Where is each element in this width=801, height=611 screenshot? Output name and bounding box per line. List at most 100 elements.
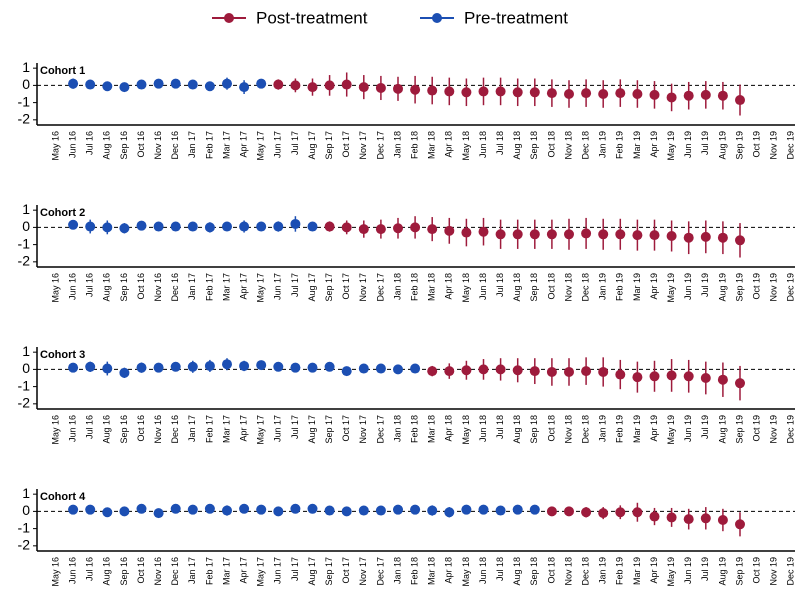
point (239, 221, 250, 232)
panel: 10-1 -2 May 16 Jun 16 Jul 16 Aug 16 Sep 16 Oct … (18, 343, 796, 445)
x-tick-label: Aug 16 (102, 273, 112, 302)
x-tick-label: Dec 17 (375, 415, 385, 444)
x-tick-label: Apr 19 (649, 415, 659, 442)
point (375, 505, 386, 516)
point (615, 507, 626, 518)
point (546, 366, 557, 377)
x-tick-label: Nov 16 (153, 557, 163, 586)
point (632, 230, 643, 241)
x-tick-label: Nov 18 (563, 131, 573, 160)
point (102, 222, 113, 233)
point (700, 373, 711, 383)
point (170, 78, 181, 89)
x-tick-label: Feb 19 (615, 557, 625, 585)
x-tick-label: Sep 17 (324, 415, 334, 444)
x-tick-label: Jun 19 (683, 415, 693, 442)
point (683, 232, 694, 243)
x-tick-label: Jan 19 (598, 415, 608, 442)
point (546, 229, 557, 240)
point (204, 360, 215, 371)
x-tick-label: Mar 17 (221, 273, 231, 301)
point (717, 515, 728, 525)
point (256, 78, 267, 89)
x-tick-label: Oct 18 (546, 415, 556, 442)
x-tick-label: Nov 16 (153, 131, 163, 160)
x-tick-label: Jun 18 (478, 273, 488, 300)
y-tick-label: 0 (22, 502, 30, 518)
x-tick-label: Sep 19 (734, 557, 744, 586)
x-tick-label: Apr 17 (238, 557, 248, 584)
point (187, 361, 198, 372)
x-tick-label: Oct 19 (751, 273, 761, 300)
x-tick-label: Sep 18 (529, 557, 539, 586)
point (324, 221, 335, 232)
point (222, 505, 232, 516)
point (358, 363, 369, 374)
x-tick-label: Nov 19 (769, 131, 779, 160)
x-tick-label: Oct 19 (751, 557, 761, 584)
x-tick-label: Feb 19 (615, 415, 625, 443)
x-tick-label: Jan 19 (598, 273, 608, 300)
x-tick-label: Jan 18 (392, 415, 402, 442)
y-tick-label: -2 (18, 253, 31, 269)
x-tick-label: Mar 17 (221, 415, 231, 443)
point (375, 224, 386, 235)
x-tick-label: Feb 17 (204, 415, 214, 443)
x-tick-label: Apr 18 (444, 415, 454, 442)
point (136, 220, 147, 231)
point (273, 361, 284, 372)
point (256, 360, 267, 371)
x-tick-label: Dec 18 (580, 273, 590, 302)
x-tick-label: May 17 (256, 557, 266, 587)
panel-title: Cohort 3 (40, 349, 85, 361)
x-tick-label: Jun 18 (478, 131, 488, 158)
point (85, 361, 96, 372)
point (683, 514, 694, 525)
point (341, 506, 352, 517)
x-tick-label: May 19 (666, 415, 676, 445)
panel: 10-1 -2 May 16 Jun 16 Jul 16 Aug 16 Sep 16 Oct … (18, 201, 796, 303)
point (461, 365, 472, 376)
x-tick-label: Apr 18 (444, 131, 454, 158)
point (495, 86, 506, 97)
point (119, 506, 130, 517)
x-tick-label: Jul 19 (700, 557, 710, 581)
point (512, 229, 523, 240)
x-tick-label: Mar 19 (632, 131, 642, 159)
point (717, 90, 728, 101)
point (239, 503, 250, 514)
x-tick-label: Sep 17 (324, 557, 334, 586)
x-tick-label: Mar 17 (221, 557, 231, 585)
point (256, 504, 267, 515)
point (239, 82, 250, 93)
point (136, 362, 147, 373)
x-tick-label: Dec 16 (170, 131, 180, 160)
point (735, 519, 745, 530)
point (324, 80, 335, 91)
point (546, 506, 557, 517)
x-tick-label: Jul 16 (85, 273, 95, 297)
x-tick-label: Jul 17 (290, 273, 300, 297)
x-tick-label: Dec 18 (580, 557, 590, 586)
point (666, 92, 677, 103)
legend-swatch (224, 13, 234, 23)
x-tick-label: Sep 16 (119, 415, 129, 444)
y-tick-label: -2 (18, 395, 31, 411)
x-tick-label: Aug 19 (717, 415, 727, 444)
y-tick-label: -1 (18, 377, 31, 393)
point (290, 80, 301, 91)
x-tick-label: Aug 18 (512, 557, 522, 586)
x-tick-label: Aug 18 (512, 131, 522, 160)
point (478, 226, 489, 237)
point (444, 86, 455, 97)
point (512, 504, 523, 515)
point (307, 221, 318, 232)
panel: 10-1 -2 May 16 Jun 16 Jul 16 Aug 16 Sep 16 Oct … (18, 485, 796, 587)
y-tick-label: -1 (18, 235, 31, 251)
x-tick-label: Aug 16 (102, 557, 112, 586)
point (393, 83, 403, 94)
point (529, 366, 540, 377)
x-tick-label: Sep 19 (734, 131, 744, 160)
x-tick-label: Aug 17 (307, 131, 317, 160)
point (427, 224, 438, 235)
